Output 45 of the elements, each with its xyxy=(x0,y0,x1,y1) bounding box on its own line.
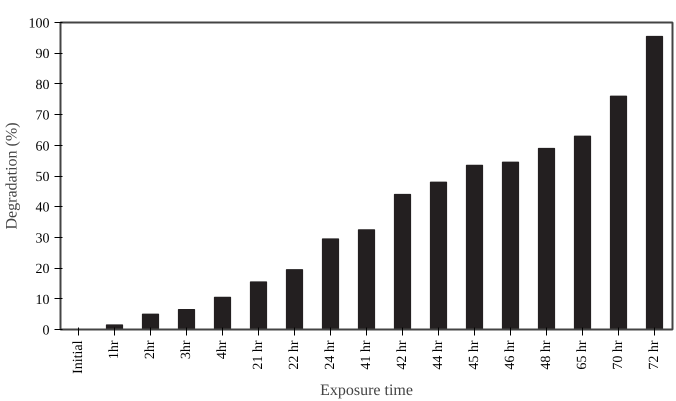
x-tick-label: 3hr xyxy=(179,340,194,360)
y-tick-label: 50 xyxy=(36,170,50,185)
y-tick-label: 30 xyxy=(36,231,50,246)
bar xyxy=(142,314,160,330)
y-tick-label: 90 xyxy=(36,47,50,62)
y-tick-label: 70 xyxy=(36,108,50,124)
x-tick-label: 4hr xyxy=(215,340,230,360)
bar xyxy=(646,36,664,330)
bar xyxy=(358,229,376,330)
x-tick-label: 48 hr xyxy=(539,340,554,370)
bar xyxy=(214,296,232,330)
y-axis-title: Degradation (%) xyxy=(4,122,20,230)
y-tick-label: 10 xyxy=(36,292,50,308)
y-tick-label: 40 xyxy=(36,200,50,216)
x-tick-label: 44 hr xyxy=(431,340,446,370)
bar xyxy=(538,148,556,330)
x-axis-title: Exposure time xyxy=(320,382,413,399)
y-tick-label: 60 xyxy=(36,139,50,154)
x-tick-label: 24 hr xyxy=(323,340,338,370)
x-tick-label: Initial xyxy=(71,340,86,374)
y-tick-label: 80 xyxy=(36,78,50,93)
bar xyxy=(322,238,340,330)
x-tick-label: 22 hr xyxy=(287,340,302,370)
x-tick-label: 70 hr xyxy=(611,340,626,370)
bar xyxy=(430,182,448,330)
x-tick-label: 42 hr xyxy=(395,340,410,370)
x-tick-label: 46 hr xyxy=(503,340,518,370)
bar xyxy=(574,136,592,330)
x-tick-label: 2hr xyxy=(143,340,158,360)
bar xyxy=(466,164,484,330)
bar xyxy=(250,281,268,330)
y-tick-label: 0 xyxy=(42,324,50,338)
x-tick-label: 21 hr xyxy=(251,340,266,370)
bar xyxy=(178,309,196,330)
bar xyxy=(502,162,520,330)
bar xyxy=(394,194,412,330)
bar xyxy=(286,269,304,330)
x-tick-label: 41 hr xyxy=(359,340,374,370)
bar xyxy=(610,96,628,330)
y-tick-label: 100 xyxy=(28,16,50,32)
x-tick-label: 1hr xyxy=(107,340,122,360)
x-tick-label: 65 hr xyxy=(575,340,590,370)
x-tick-label: 45 hr xyxy=(467,340,482,370)
x-tick-label: 72 hr xyxy=(647,340,662,370)
y-tick-label: 20 xyxy=(36,262,50,278)
